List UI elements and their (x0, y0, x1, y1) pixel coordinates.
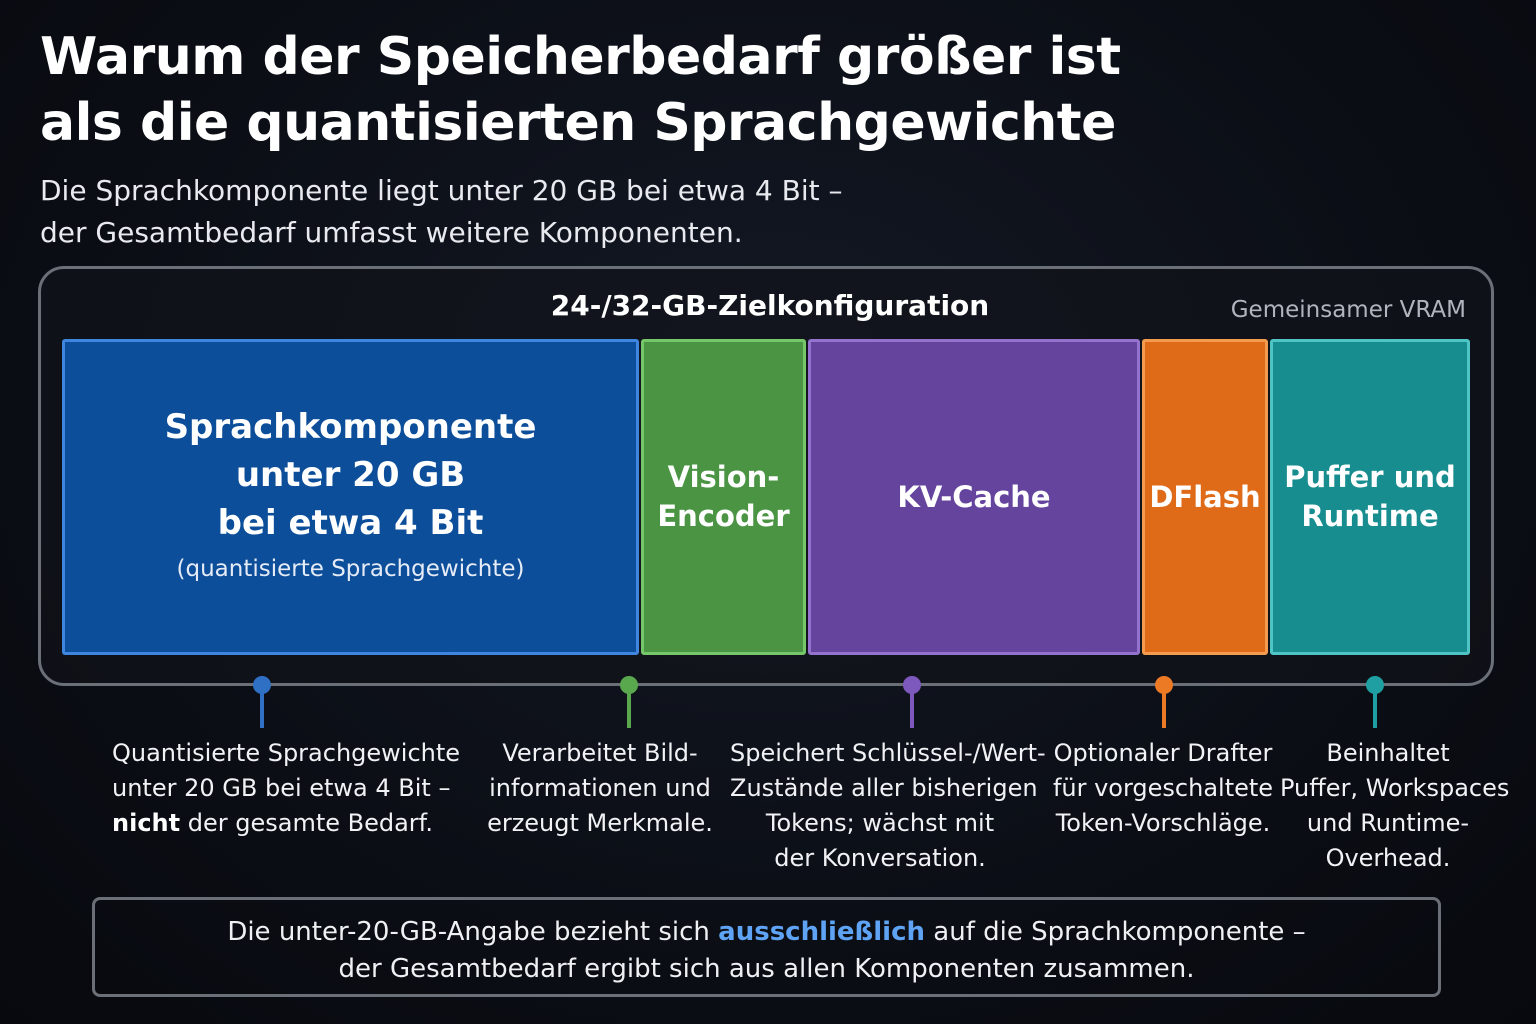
block-vision-encoder: Vision- Encoder (641, 339, 806, 655)
desc-vision-line-1: Verarbeitet Bild- (502, 739, 698, 767)
desc-kv: Speichert Schlüssel-/Wert- Zustände alle… (730, 736, 1046, 876)
connector-dot (903, 676, 921, 694)
block-language-line-3: bei etwa 4 Bit (217, 503, 484, 543)
desc-language-rest: der gesamte Bedarf. (180, 809, 433, 837)
desc-language-line-3: nicht der gesamte Bedarf. (72, 806, 452, 841)
connector-dot (1366, 676, 1384, 694)
subtitle-line-1: Die Sprachkomponente liegt unter 20 GB b… (40, 174, 843, 207)
desc-buffer-line-3: und Runtime- (1306, 809, 1470, 837)
note-after: auf die Sprachkomponente – (925, 917, 1306, 947)
note-line-1: Die unter-20-GB-Angabe bezieht sich auss… (227, 917, 1305, 947)
desc-dflash: Optionaler Drafter für vorgeschaltete To… (1052, 736, 1274, 841)
connector-buffer (1366, 676, 1384, 728)
block-vision-line-1: Vision- (667, 460, 780, 494)
connector-dot (1155, 676, 1173, 694)
block-buffer-line-2: Runtime (1301, 499, 1439, 533)
shared-vram-tag: Gemeinsamer VRAM (1230, 297, 1466, 323)
note-line-2: der Gesamtbedarf ergibt sich aus allen K… (338, 954, 1195, 984)
connector-kv (903, 676, 921, 728)
connector-line (910, 690, 914, 728)
desc-dflash-line-1: Optionaler Drafter (1053, 739, 1273, 767)
block-dflash-label: DFlash (1149, 479, 1261, 514)
connector-vision (620, 676, 638, 728)
note-before: Die unter-20-GB-Angabe bezieht sich (227, 917, 719, 947)
block-language-component: Sprachkomponente unter 20 GB bei etwa 4 … (62, 339, 639, 655)
block-kv-label: KV-Cache (897, 479, 1051, 514)
title-line-1: Warum der Speicherbedarf größer ist (40, 27, 1121, 87)
block-language-line-2: unter 20 GB (235, 455, 466, 495)
frame-title: 24-/32-GB-Zielkonfiguration (550, 289, 990, 322)
desc-kv-line-2: Zustände aller bisherigen (730, 774, 1038, 802)
desc-vision: Verarbeitet Bild- informationen und erze… (480, 736, 720, 841)
connector-line (1162, 690, 1166, 728)
desc-buffer-line-2: Puffer, Workspaces (1280, 774, 1510, 802)
subtitle-line-2: der Gesamtbedarf umfasst weitere Kompone… (40, 216, 743, 249)
summary-note: Die unter-20-GB-Angabe bezieht sich auss… (92, 897, 1441, 997)
connector-dflash (1155, 676, 1173, 728)
desc-buffer-line-4: Overhead. (1325, 844, 1451, 872)
desc-buffer-line-1: Beinhaltet (1326, 739, 1450, 767)
desc-vision-line-3: erzeugt Merkmale. (487, 809, 713, 837)
desc-vision-line-2: informationen und (489, 774, 711, 802)
desc-dflash-line-2: für vorgeschaltete (1052, 774, 1274, 802)
block-kv-cache: KV-Cache (808, 339, 1140, 655)
connector-line (260, 690, 264, 728)
desc-buffer: Beinhaltet Puffer, Workspaces und Runtim… (1280, 736, 1510, 876)
page-subtitle: Die Sprachkomponente liegt unter 20 GB b… (40, 170, 1140, 254)
block-dflash: DFlash (1142, 339, 1268, 655)
title-line-2: als die quantisierten Sprachgewichte (40, 93, 1116, 153)
connector-dot (253, 676, 271, 694)
connector-line (627, 690, 631, 728)
block-vision-line-2: Encoder (657, 499, 790, 533)
desc-language: Quantisierte Sprachgewichte unter 20 GB … (72, 736, 461, 841)
desc-language-emphasis: nicht (112, 809, 181, 837)
block-buffer-runtime: Puffer und Runtime (1270, 339, 1470, 655)
note-highlight: ausschließlich (718, 917, 926, 947)
desc-dflash-line-3: Token-Vorschläge. (1055, 809, 1271, 837)
block-language-sublabel: (quantisierte Sprachgewichte) (176, 556, 525, 582)
desc-kv-line-3: Tokens; wächst mit (765, 809, 995, 837)
connector-line (1373, 690, 1377, 728)
connector-language (253, 676, 271, 728)
block-buffer-line-1: Puffer und (1284, 460, 1456, 494)
block-language-line-1: Sprachkomponente (164, 407, 537, 447)
desc-kv-line-4: der Konversation. (774, 844, 986, 872)
desc-language-line-1: Quantisierte Sprachgewichte (112, 739, 461, 767)
page-title: Warum der Speicherbedarf größer ist als … (40, 24, 1240, 156)
connector-dot (620, 676, 638, 694)
desc-kv-line-1: Speichert Schlüssel-/Wert- (730, 739, 1046, 767)
desc-language-line-2: unter 20 GB bei etwa 4 Bit – (112, 774, 451, 802)
